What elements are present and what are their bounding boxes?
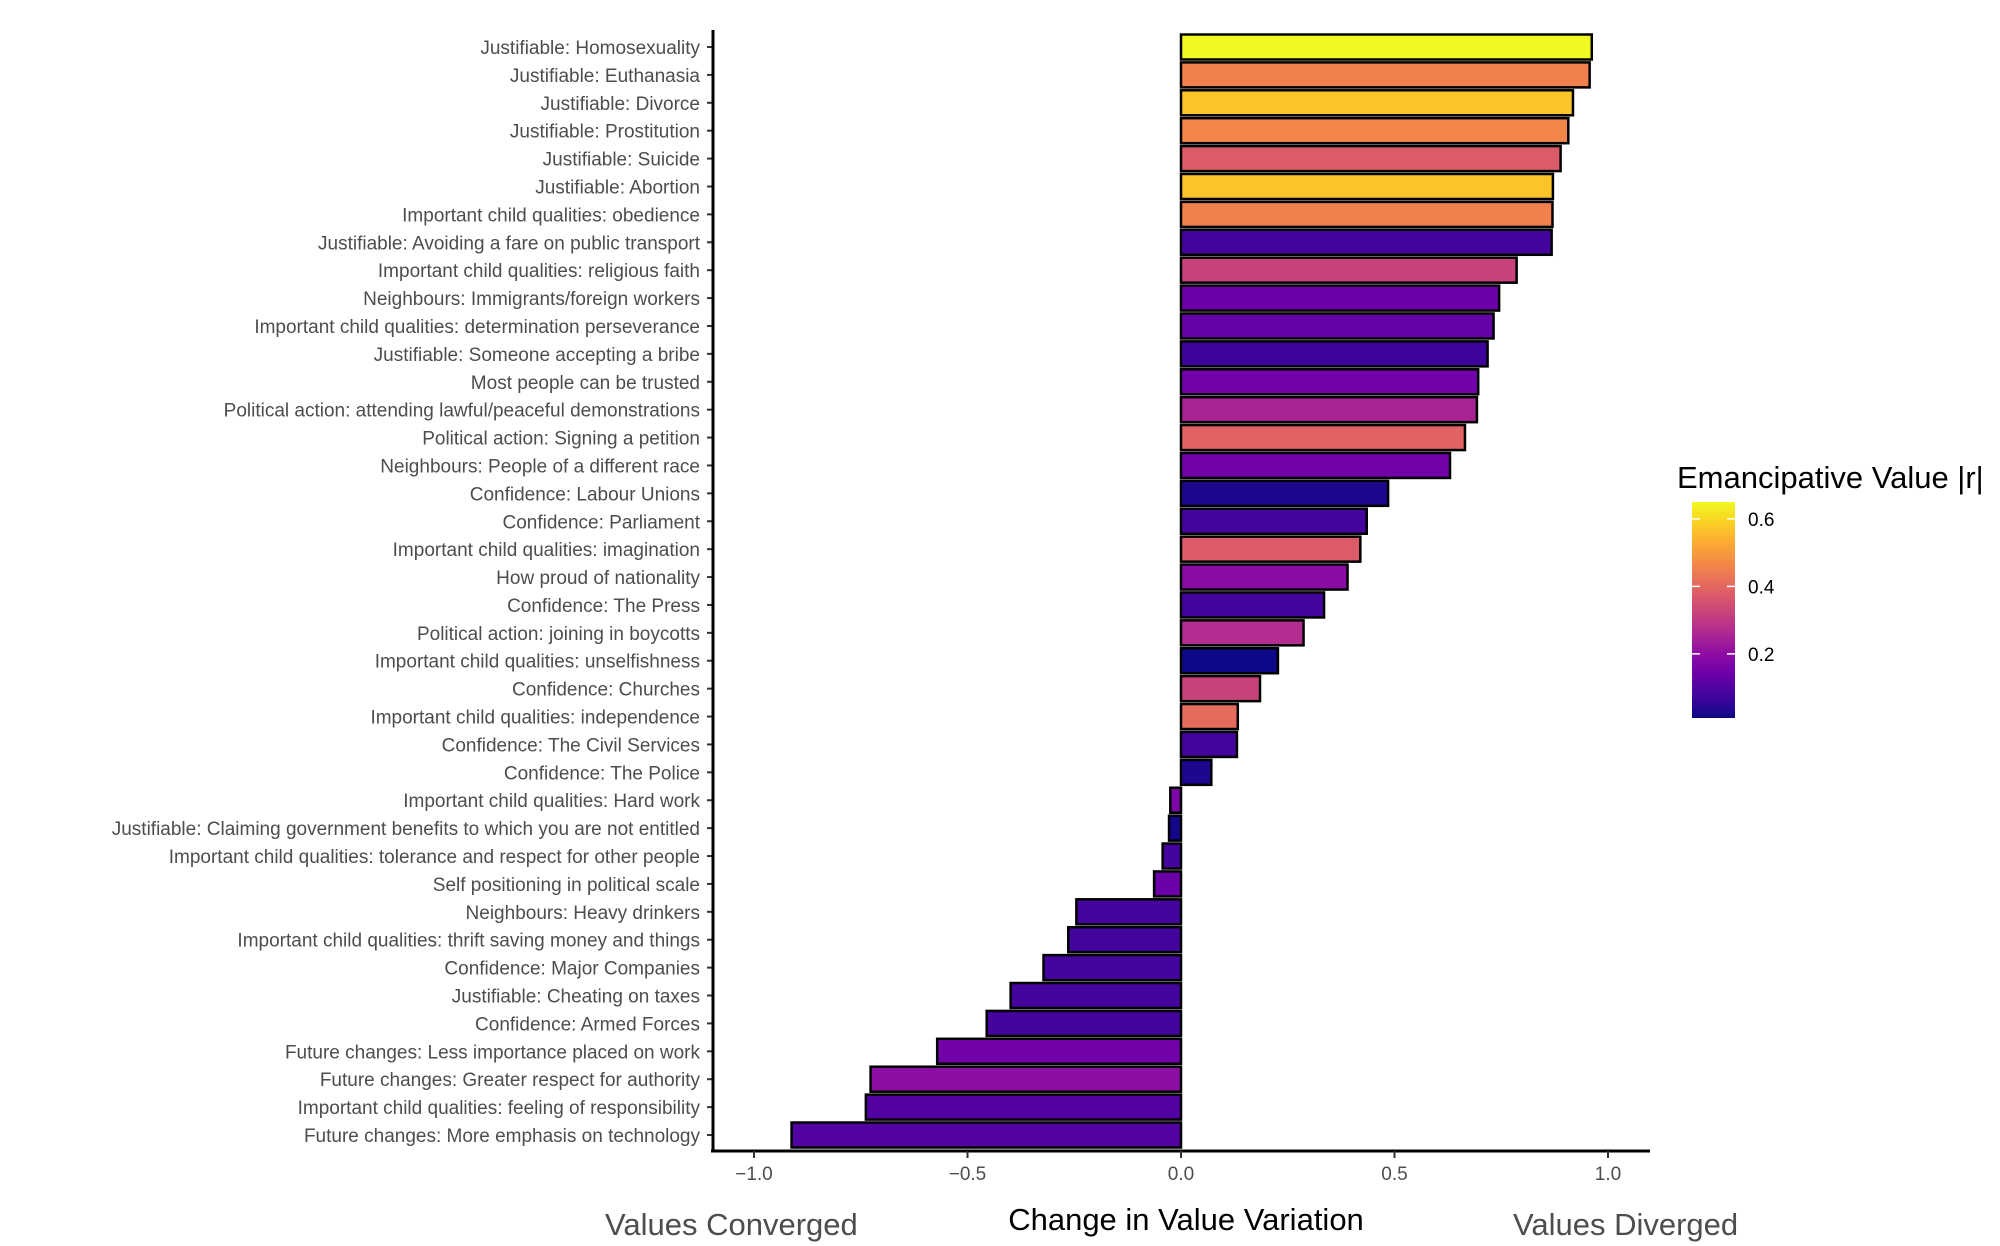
y-tick-label: Important child qualities: unselfishness (375, 652, 700, 673)
bar (1179, 674, 1262, 703)
y-tick-label: Important child qualities: Hard work (403, 791, 700, 812)
bar (1179, 284, 1501, 312)
y-axis-labels: Justifiable: Homosexuality Justifiable: E… (112, 38, 713, 1147)
y-tick-label: Confidence: Labour Unions (470, 484, 700, 505)
bar (1179, 702, 1240, 731)
y-tick-label: Justifiable: Prostitution (510, 122, 700, 143)
bar (1179, 646, 1280, 675)
y-tick-label: Political action: Signing a petition (422, 429, 700, 450)
y-tick-label: Justifiable: Divorce (541, 94, 700, 115)
x-axis-ticks: −1.0 −0.5 0.0 0.5 1.0 (735, 1151, 1621, 1185)
bar (1179, 563, 1349, 591)
x-tick-label: 0.0 (1168, 1164, 1194, 1185)
y-tick-label: Justifiable: Avoiding a fare on public t… (318, 233, 701, 254)
bar (1179, 758, 1213, 787)
bar (1179, 312, 1495, 340)
x-tick-label: 0.5 (1381, 1164, 1407, 1185)
x-tick-label: 1.0 (1595, 1164, 1621, 1185)
bar (1179, 340, 1489, 368)
y-tick-label: Neighbours: Immigrants/foreign workers (363, 289, 700, 310)
legend-tick-label: 0.2 (1748, 645, 1774, 666)
y-tick-label: Important child qualities: feeling of re… (298, 1098, 701, 1119)
bar (985, 1009, 1183, 1038)
y-tick-label: Political action: joining in boycotts (417, 624, 700, 645)
bar (869, 1065, 1183, 1093)
y-tick-label: Confidence: The Press (507, 596, 700, 617)
bar (1067, 925, 1183, 954)
bar (1179, 172, 1555, 201)
bars-group (790, 33, 1594, 1149)
y-tick-label: Neighbours: People of a different race (380, 456, 700, 477)
legend-tick-label: 0.6 (1748, 510, 1774, 531)
y-tick-label: How proud of nationality (496, 568, 700, 589)
bar (1179, 619, 1305, 647)
y-tick-label: Justifiable: Suicide (543, 150, 700, 171)
bar (1169, 786, 1183, 814)
y-tick-label: Important child qualities: religious fai… (378, 261, 700, 282)
bar (1179, 33, 1594, 61)
bar (1042, 953, 1183, 982)
y-tick-label: Important child qualities: independence (370, 708, 700, 729)
y-tick-label: Justifiable: Cheating on taxes (452, 987, 700, 1008)
x-label-right: Values Diverged (1513, 1207, 1738, 1242)
y-tick-label: Political action: attending lawful/peace… (224, 401, 700, 422)
bar (1161, 842, 1183, 870)
color-legend: Emancipative Value |r| 0.2 0.4 0.6 (1677, 460, 1984, 718)
bar (1179, 507, 1368, 536)
y-tick-label: Justifiable: Someone accepting a bribe (374, 345, 700, 366)
y-tick-label: Confidence: The Civil Services (442, 735, 700, 756)
x-label-left: Values Converged (605, 1207, 858, 1242)
x-tick-label: −0.5 (949, 1164, 987, 1185)
bar (790, 1121, 1183, 1149)
y-tick-label: Confidence: Armed Forces (475, 1014, 700, 1035)
bar (1152, 870, 1183, 898)
bar (1179, 730, 1239, 759)
y-tick-label: Self positioning in political scale (433, 875, 700, 896)
bar (1179, 479, 1390, 508)
bar (1179, 451, 1452, 480)
y-tick-label: Justifiable: Euthanasia (510, 66, 701, 87)
bar (935, 1037, 1183, 1066)
bar (1075, 898, 1183, 926)
bar (1179, 395, 1479, 424)
bar (1179, 368, 1480, 396)
y-tick-label: Confidence: Major Companies (444, 959, 700, 980)
y-tick-label: Confidence: The Police (504, 763, 700, 784)
legend-ticks: 0.2 0.4 0.6 (1692, 510, 1775, 666)
y-tick-label: Most people can be trusted (471, 373, 700, 394)
y-tick-label: Future changes: More emphasis on technol… (304, 1126, 701, 1147)
bar (864, 1093, 1183, 1121)
bar (1179, 423, 1467, 452)
bar (1179, 256, 1518, 284)
y-tick-label: Important child qualities: obedience (402, 205, 700, 226)
bar (1009, 981, 1183, 1010)
y-tick-label: Future changes: Greater respect for auth… (320, 1070, 701, 1091)
bar (1179, 228, 1553, 257)
legend-tick-label: 0.4 (1748, 577, 1775, 598)
legend-title: Emancipative Value |r| (1677, 460, 1984, 495)
y-tick-label: Neighbours: Heavy drinkers (466, 903, 700, 924)
x-axis-title: Change in Value Variation (1008, 1202, 1364, 1237)
y-tick-label: Justifiable: Abortion (535, 177, 700, 198)
bar (1179, 116, 1570, 145)
y-tick-label: Important child qualities: imagination (393, 540, 700, 561)
y-tick-label: Important child qualities: tolerance and… (169, 847, 700, 868)
colorbar (1692, 502, 1735, 718)
y-tick-label: Justifiable: Homosexuality (480, 38, 700, 59)
bar (1179, 144, 1562, 173)
bar (1179, 61, 1591, 89)
bar (1179, 89, 1575, 117)
x-tick-label: −1.0 (735, 1164, 773, 1185)
y-tick-label: Confidence: Churches (512, 680, 700, 701)
bar (1179, 591, 1326, 619)
bar (1179, 535, 1362, 563)
y-tick-label: Confidence: Parliament (503, 512, 701, 533)
y-tick-label: Future changes: Less importance placed o… (285, 1042, 701, 1063)
bar (1167, 814, 1183, 842)
y-tick-label: Important child qualities: determination… (254, 317, 700, 338)
bar (1179, 200, 1554, 229)
y-tick-label: Important child qualities: thrift saving… (237, 931, 700, 952)
y-tick-label: Justifiable: Claiming government benefit… (112, 819, 700, 840)
